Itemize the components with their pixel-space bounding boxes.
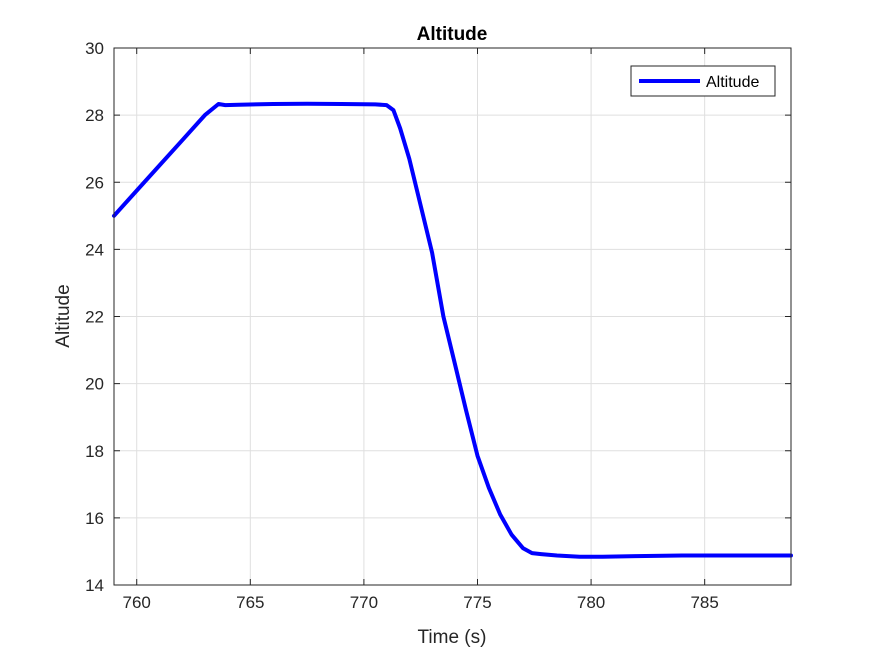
y-tick-label: 18	[85, 442, 104, 461]
series-line-altitude	[112, 101, 793, 559]
x-tick-label: 770	[350, 593, 378, 612]
legend-label-altitude: Altitude	[706, 74, 759, 91]
y-tick-label: 28	[85, 106, 104, 125]
x-tick-label: 780	[577, 593, 605, 612]
x-axis-title: Time (s)	[418, 627, 487, 648]
y-tick-label: 26	[85, 173, 104, 192]
y-tick-label: 16	[85, 509, 104, 528]
x-tick-label: 775	[463, 593, 491, 612]
y-tick-label: 20	[85, 375, 104, 394]
chart-title: Altitude	[417, 24, 488, 45]
y-tick-label: 14	[85, 576, 104, 595]
x-tick-label: 765	[236, 593, 264, 612]
axis-ticks: 760 765 770 775 780 785 14 16 18 20 22 24 26 28 30	[85, 39, 791, 612]
x-tick-label: 785	[690, 593, 718, 612]
y-tick-label: 22	[85, 308, 104, 327]
legend: Altitude	[630, 65, 776, 97]
y-axis-title: Altitude	[53, 284, 74, 347]
y-tick-label: 24	[85, 240, 104, 259]
y-tick-label: 30	[85, 39, 104, 58]
x-tick-label: 760	[123, 593, 151, 612]
series-layer	[112, 101, 793, 559]
